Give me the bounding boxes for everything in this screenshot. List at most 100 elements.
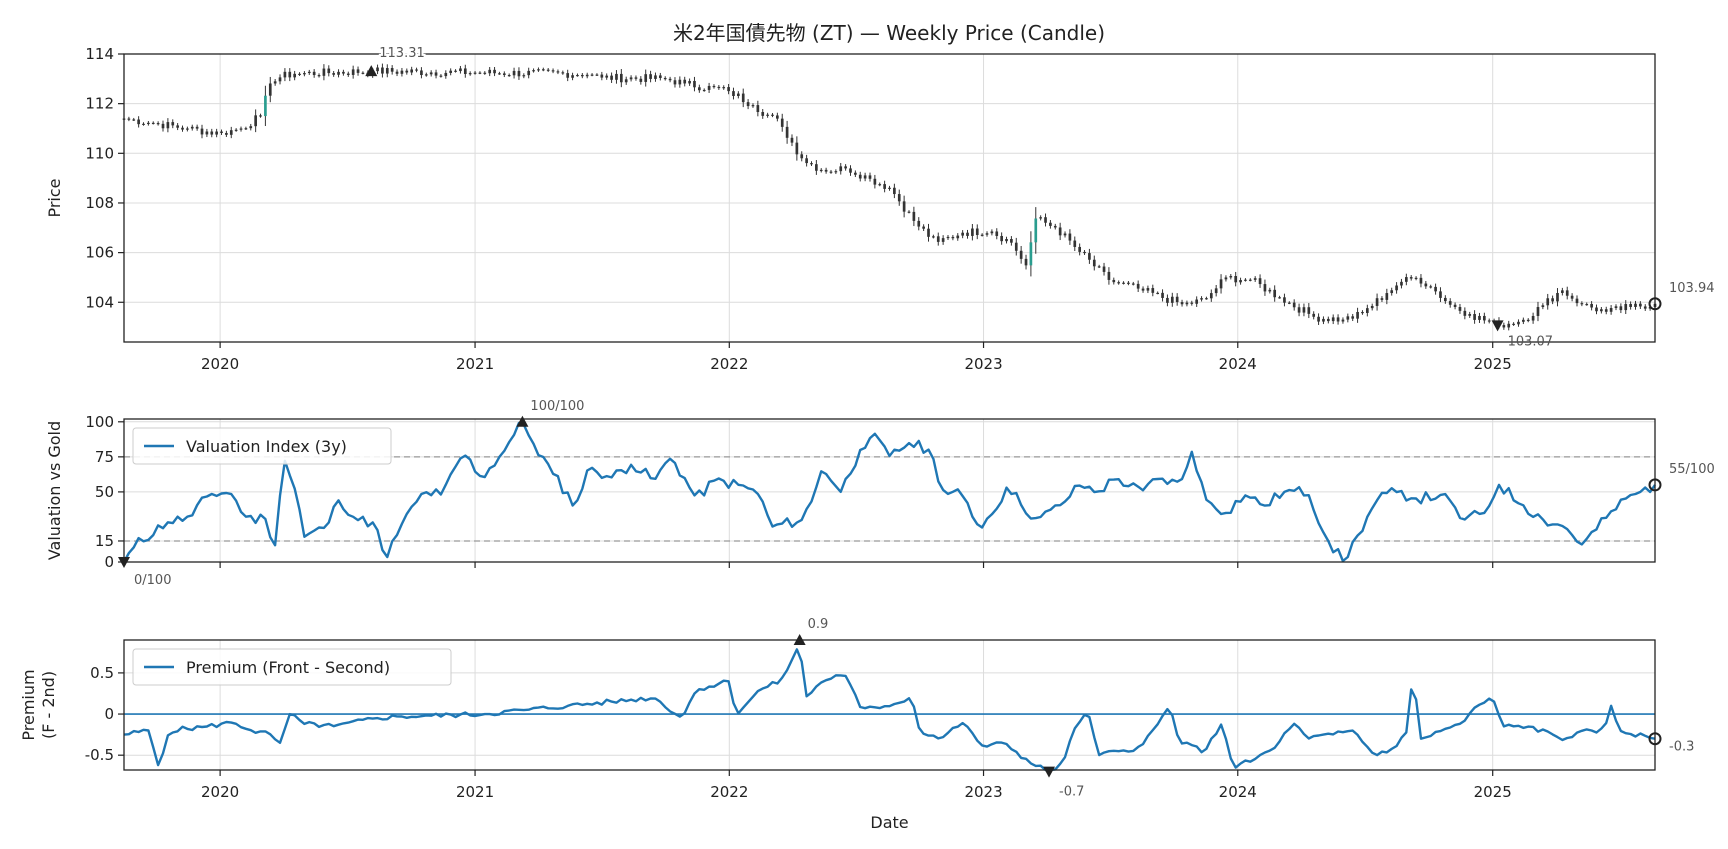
y-tick-label: 50 — [95, 483, 114, 501]
candle-body — [1375, 298, 1379, 306]
candle-body — [1010, 239, 1013, 243]
candle-body — [273, 81, 277, 84]
y-tick-label: 108 — [85, 194, 114, 212]
max-marker — [365, 65, 378, 77]
candle-body — [342, 71, 345, 74]
candle-body — [1526, 319, 1530, 322]
y-axis-label-line: (F - 2nd) — [39, 671, 58, 739]
candle-body — [317, 75, 321, 77]
candle-body — [527, 70, 531, 76]
candle-body — [156, 123, 160, 125]
plot-frame — [123, 639, 1656, 771]
candle-body — [654, 75, 657, 79]
candle-body — [1351, 316, 1355, 319]
candle-body — [1239, 280, 1242, 283]
candle-body — [1580, 303, 1584, 305]
candle-body — [1044, 217, 1047, 223]
candle-body — [990, 231, 994, 234]
candle-body — [1107, 271, 1111, 280]
candle-body — [629, 77, 633, 80]
candle-body — [737, 93, 740, 96]
candle-body — [1331, 317, 1335, 322]
candle-body — [181, 127, 184, 130]
candle-body — [1361, 311, 1364, 314]
candle-body — [556, 71, 560, 73]
candle-body — [1297, 307, 1301, 313]
candle-body — [683, 79, 687, 84]
candle-body — [498, 73, 501, 75]
x-tick-label: 2022 — [710, 355, 748, 373]
candle-body — [980, 234, 984, 236]
candle-body — [576, 74, 579, 77]
candle-body — [356, 69, 360, 73]
candle-body — [868, 175, 872, 179]
candle-body — [922, 226, 925, 229]
candle-body — [707, 85, 711, 90]
candle-body — [1551, 298, 1554, 302]
max-value-label: 0.9 — [808, 617, 829, 632]
candle-body — [698, 87, 701, 91]
candle-body — [1458, 306, 1462, 311]
candle-body — [1053, 225, 1057, 228]
legend: Valuation Index (3y) — [132, 427, 392, 465]
x-tick-label: 2024 — [1219, 783, 1257, 801]
last-marker — [1648, 732, 1662, 746]
candle-body — [1287, 302, 1291, 304]
candle-body — [142, 123, 145, 125]
candle-body — [229, 130, 233, 135]
candle-body — [1088, 253, 1091, 260]
candle-body — [1483, 315, 1486, 321]
candle-body — [863, 175, 867, 179]
candle-body — [834, 171, 838, 173]
candle-body — [1097, 266, 1101, 268]
candle-body — [512, 70, 516, 76]
candle-body — [878, 184, 882, 186]
candle-body — [151, 122, 155, 125]
candle-body — [590, 74, 594, 76]
candle-body — [854, 172, 857, 175]
candle-body — [644, 74, 648, 82]
min-value-label: 103.07 — [1508, 334, 1554, 349]
candle-body — [566, 73, 570, 78]
x-tick-label: 2025 — [1474, 783, 1512, 801]
candle-body — [1624, 304, 1628, 311]
candle-body — [1117, 282, 1120, 284]
candle-body — [1131, 283, 1135, 285]
candle-body — [693, 80, 696, 88]
x-tick-label: 2022 — [710, 783, 748, 801]
candle-body — [1214, 288, 1218, 294]
candle-body — [785, 126, 789, 138]
candle-body — [1224, 277, 1228, 280]
candle-body — [1166, 297, 1169, 303]
candle-body — [800, 154, 804, 159]
candle-body — [1073, 240, 1077, 247]
x-tick-label: 2023 — [964, 783, 1002, 801]
y-tick-label: -0.5 — [85, 746, 114, 764]
candle-body — [1522, 319, 1525, 322]
candle-body — [1487, 320, 1491, 322]
candle-body — [1390, 290, 1394, 294]
candle-body — [893, 187, 896, 195]
candle-body — [1258, 278, 1262, 285]
candle-body — [1244, 279, 1247, 281]
candle-body — [1063, 233, 1067, 236]
last-value-label: 55/100 — [1669, 462, 1715, 477]
y-tick-label: 75 — [95, 448, 114, 466]
candle-body — [1639, 303, 1642, 307]
candle-body — [429, 72, 433, 75]
candle-body — [1346, 316, 1350, 320]
candle-body — [264, 95, 267, 117]
candle-body — [1444, 297, 1447, 302]
candle-body — [215, 131, 218, 135]
candle-body — [361, 72, 365, 74]
candle-body — [956, 235, 960, 239]
y-tick-label: 106 — [85, 244, 114, 262]
candle-body — [995, 231, 999, 236]
candle-body — [1502, 325, 1506, 328]
candle-body — [1219, 279, 1223, 289]
candle-body — [205, 131, 209, 135]
candle-body — [927, 228, 930, 237]
candle-body — [1609, 308, 1613, 312]
candle-body — [546, 69, 550, 71]
y-axis-label-line: Price — [45, 178, 64, 217]
